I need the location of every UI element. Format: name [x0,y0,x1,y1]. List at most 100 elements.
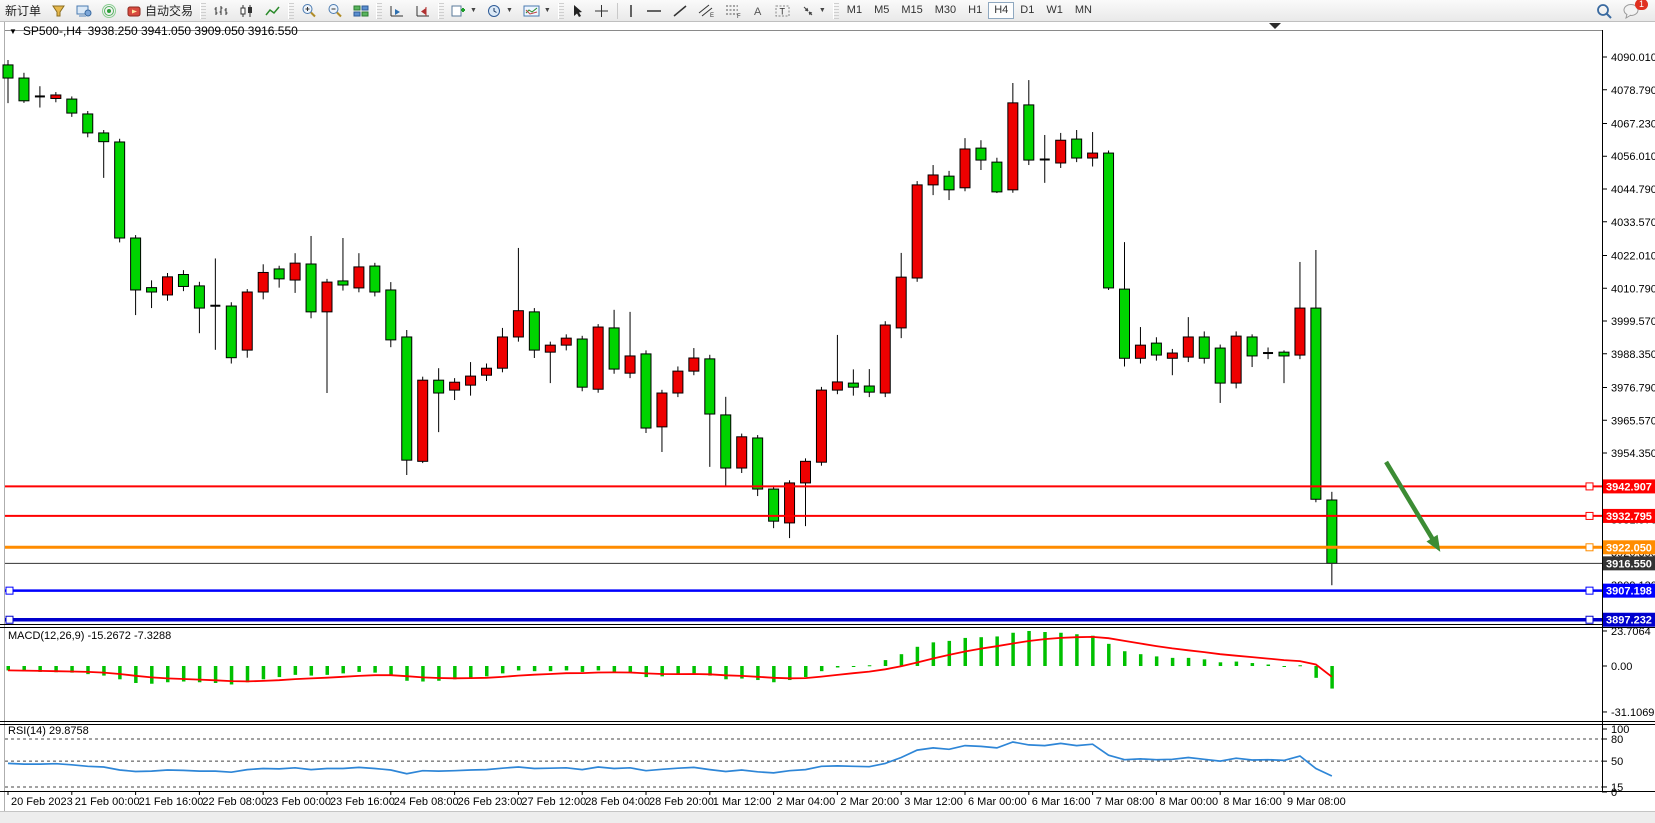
search-icon[interactable] [1596,3,1613,19]
chevron-down-icon[interactable]: ▼ [818,7,826,14]
zoom-out-button[interactable] [322,1,348,20]
chat-bubble-icon [1623,3,1639,19]
trendline-button[interactable] [667,1,693,20]
trendline-icon [673,4,687,17]
svg-text:4067.230: 4067.230 [1611,118,1655,130]
svg-text:3942.907: 3942.907 [1606,481,1652,493]
svg-text:50: 50 [1611,756,1623,768]
timeframe-m15[interactable]: M15 [901,4,923,16]
svg-text:4022.010: 4022.010 [1611,250,1655,262]
template-icon [523,5,540,16]
svg-text:T: T [779,6,785,16]
toolbar-grip [376,2,383,19]
toolbar: 新订单 自动交易 [0,0,1655,22]
candlestick-button[interactable] [234,1,260,20]
text-label-button[interactable]: T [770,1,796,20]
svg-text:3954.350: 3954.350 [1611,448,1655,460]
svg-text:23 Feb 00:00: 23 Feb 00:00 [266,796,331,808]
fibonacci-icon: F [725,5,741,18]
metaeditor-button[interactable] [46,1,71,20]
timeframe-w1[interactable]: W1 [1046,4,1063,16]
status-bar [0,811,1655,823]
svg-text:-31.1069: -31.1069 [1611,707,1654,719]
timeframe-h4[interactable]: H4 [988,2,1015,19]
svg-text:1 Mar 12:00: 1 Mar 12:00 [713,796,772,808]
svg-text:4010.790: 4010.790 [1611,283,1655,295]
vertical-line-button[interactable] [621,1,641,20]
chart-shift-button[interactable] [384,1,410,20]
equidistant-channel-button[interactable]: E [693,1,720,20]
toolbar-grip [200,2,207,19]
svg-text:3922.050: 3922.050 [1606,542,1652,554]
terminal-button[interactable] [71,1,97,20]
auto-scroll-button[interactable] [410,1,436,20]
timeframe-h1[interactable]: H1 [968,4,983,16]
timeframe-m30[interactable]: M30 [934,4,957,16]
crosshair-button[interactable] [589,1,614,20]
svg-text:8 Mar 00:00: 8 Mar 00:00 [1159,796,1218,808]
vertical-line-icon [630,4,632,17]
chart-shift-marker [1269,23,1281,29]
timeframe-m5[interactable]: M5 [874,4,890,16]
svg-text:80: 80 [1611,734,1623,746]
autotrading-label: 自动交易 [145,4,194,18]
svg-text:0.00: 0.00 [1611,661,1632,673]
fibonacci-button[interactable]: F [720,1,747,20]
timeframe-d1[interactable]: D1 [1020,4,1035,16]
funnel-icon [52,5,65,16]
svg-text:9 Mar 08:00: 9 Mar 08:00 [1287,796,1346,808]
toolbar-grip [832,2,839,19]
svg-text:3897.232: 3897.232 [1606,615,1652,627]
symbol-dropdown-icon[interactable]: ▼ [9,26,17,36]
horizontal-lines[interactable]: 3942.907 3932.795 3922.050 3916.550 3907.198… [5,479,1655,627]
chevron-down-icon[interactable]: ▼ [505,7,513,14]
svg-text:RSI(14) 29.8758: RSI(14) 29.8758 [8,725,89,737]
zoom-in-button[interactable] [296,1,322,20]
svg-text:28 Feb 20:00: 28 Feb 20:00 [649,796,714,808]
zoom-out-icon [328,4,342,18]
tile-windows-button[interactable] [348,1,374,20]
bar-chart-button[interactable] [208,1,234,20]
crosshair-icon [594,4,608,17]
arrows-button[interactable]: ▼ [796,1,831,20]
templates-button[interactable]: ▼ [518,1,556,20]
svg-text:3965.570: 3965.570 [1611,415,1655,427]
line-chart-button[interactable] [260,1,286,20]
svg-text:7 Mar 08:00: 7 Mar 08:00 [1096,796,1155,808]
svg-text:6 Mar 00:00: 6 Mar 00:00 [968,796,1027,808]
svg-text:3999.570: 3999.570 [1611,316,1655,328]
svg-text:6 Mar 16:00: 6 Mar 16:00 [1032,796,1091,808]
chevron-down-icon[interactable]: ▼ [470,7,477,14]
svg-text:27 Feb 12:00: 27 Feb 12:00 [521,796,586,808]
bar-chart-icon [214,5,228,15]
zoom-in-icon [302,4,316,18]
timeframe-mn[interactable]: MN [1074,4,1092,16]
toolbar-separator [616,2,618,19]
autotrading-button[interactable]: 自动交易 [122,1,198,20]
periods-button[interactable]: ▼ [482,1,518,20]
svg-text:3916.550: 3916.550 [1606,558,1652,570]
chart-shift-icon [390,5,404,16]
svg-text:F: F [737,14,741,18]
text-button[interactable]: A [747,1,770,20]
annotation-arrow[interactable] [1384,460,1441,552]
horizontal-line-button[interactable] [641,1,667,20]
svg-text:3932.795: 3932.795 [1606,511,1652,523]
svg-text:21 Feb 16:00: 21 Feb 16:00 [139,796,204,808]
notifications-button[interactable]: 1 [1623,0,1648,19]
chevron-down-icon[interactable]: ▼ [543,7,551,14]
cursor-button[interactable] [566,1,589,20]
new-chart-button[interactable]: ▼ [446,1,482,20]
macd-panel[interactable]: MACD(12,26,9) -15.2672 -7.3288 23.7064 0.0… [6,626,1655,719]
new-order-button[interactable]: 新订单 [0,1,46,20]
new-order-label: 新订单 [5,4,42,18]
svg-text:20 Feb 2023: 20 Feb 2023 [11,796,73,808]
timeframe-m1[interactable]: M1 [846,4,863,16]
signals-button[interactable] [97,1,122,20]
svg-text:24 Feb 08:00: 24 Feb 08:00 [394,796,459,808]
signal-icon [102,3,117,18]
